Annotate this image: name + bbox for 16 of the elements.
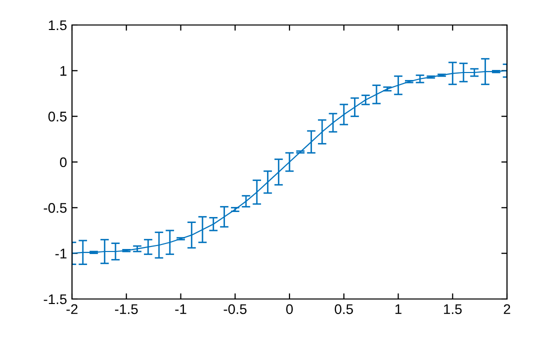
y-tick-label: 0: [60, 157, 67, 168]
x-tick-label: -0.5: [224, 304, 247, 314]
x-tick-label: -1.5: [115, 304, 138, 314]
y-tick-label: 1: [60, 66, 66, 76]
y-tick-label: -0.5: [44, 203, 67, 213]
x-tick-label: 2: [504, 304, 510, 314]
y-tick-label: 0.5: [48, 112, 67, 122]
x-tick-label: 0.5: [334, 304, 353, 314]
x-tick-label: 1.5: [444, 304, 462, 314]
y-tick-label: 1.5: [48, 20, 67, 30]
y-tick-label: -1.5: [44, 294, 67, 304]
x-tick-label: 0: [286, 304, 293, 314]
x-tick-label: -2: [66, 304, 78, 314]
x-tick-label: -1: [175, 304, 186, 314]
y-tick-label: -1: [55, 248, 66, 258]
x-tick-label: 1: [395, 304, 402, 314]
